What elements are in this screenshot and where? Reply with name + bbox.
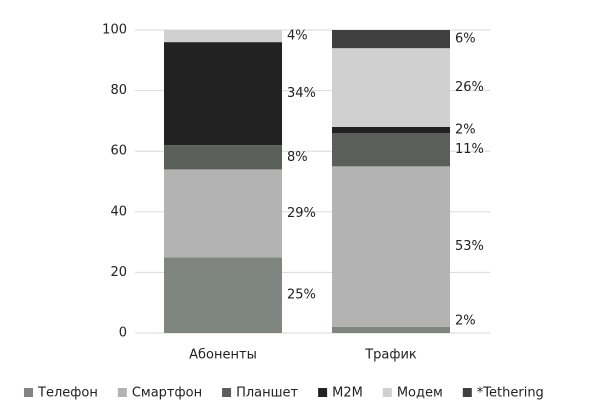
legend-swatch: [382, 388, 392, 397]
bar-segment: [332, 126, 450, 134]
bar-segment: [164, 145, 282, 170]
value-label: 2%: [455, 314, 476, 329]
bar-segment: [332, 133, 450, 167]
x-tick-label: Абоненты: [189, 348, 257, 363]
legend-label: Модем: [397, 386, 443, 401]
legend-swatch: [117, 388, 127, 397]
y-tick-label: 0: [119, 326, 127, 341]
bar-segment: [164, 30, 282, 43]
bar-segment: [332, 48, 450, 127]
legend-swatch: [318, 388, 328, 397]
y-tick-label: 20: [110, 265, 127, 280]
y-tick-label: 100: [102, 23, 127, 38]
legend-swatch: [462, 388, 472, 397]
value-label: 29%: [287, 206, 316, 221]
value-label: 25%: [287, 288, 316, 303]
bar-segment: [332, 326, 450, 333]
bar-segment: [164, 169, 282, 258]
value-label: 6%: [455, 32, 476, 47]
value-label: 4%: [287, 29, 308, 44]
bar-segment: [332, 166, 450, 327]
x-tick-label: Трафик: [364, 348, 417, 363]
legend-label: M2M: [332, 386, 363, 401]
legend-label: Телефон: [37, 386, 98, 401]
bar-segment: [332, 30, 450, 49]
value-label: 11%: [455, 142, 484, 157]
legend-swatch: [222, 388, 232, 397]
value-label: 8%: [287, 150, 308, 165]
legend-label: Смартфон: [132, 386, 202, 401]
value-label: 26%: [455, 80, 484, 95]
legend-label: Планшет: [236, 386, 298, 401]
bar-segment: [164, 42, 282, 146]
legend-swatch: [24, 388, 33, 397]
bar-segment: [164, 257, 282, 333]
value-label: 2%: [455, 122, 476, 137]
legend-label: *Tethering: [477, 386, 544, 401]
y-tick-label: 80: [110, 83, 127, 98]
y-tick-label: 60: [110, 144, 127, 159]
y-tick-label: 40: [110, 204, 127, 219]
value-label: 53%: [455, 239, 484, 254]
value-label: 34%: [287, 86, 316, 101]
